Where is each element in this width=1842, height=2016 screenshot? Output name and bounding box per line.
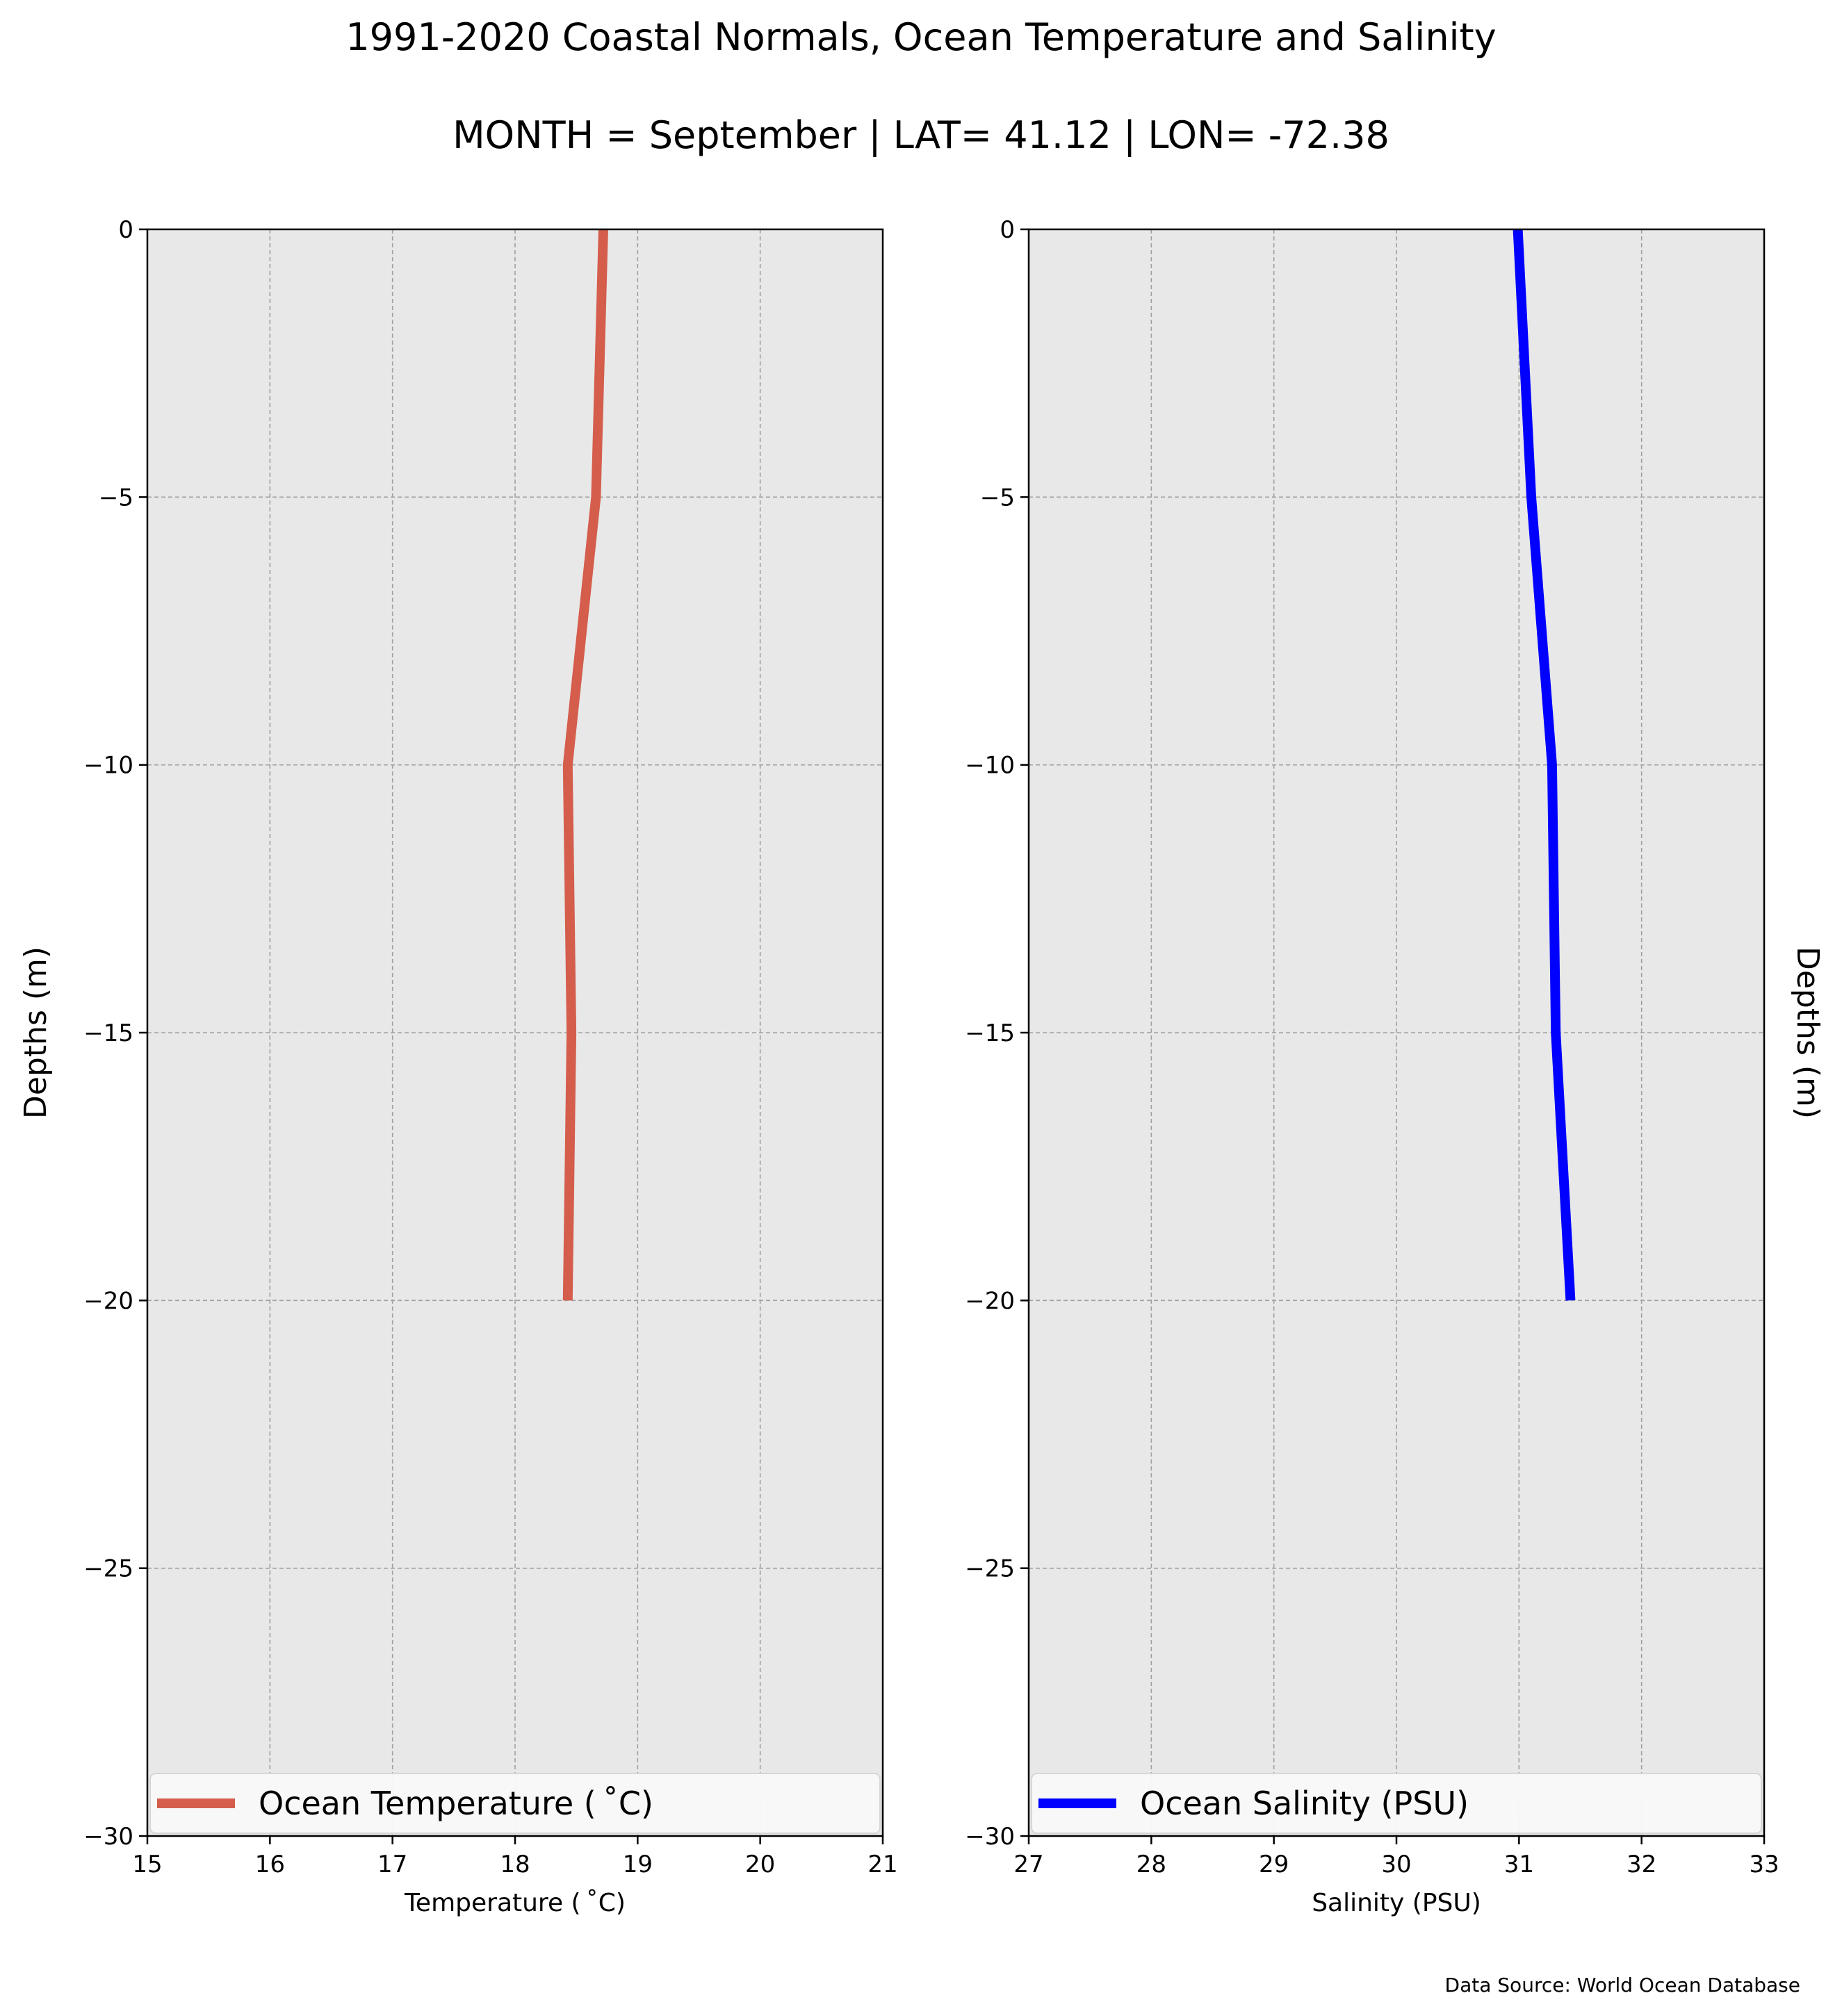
y-tick-label: −25 [965,1555,1015,1583]
y-tick-label: −30 [83,1823,133,1851]
panels-group: Ocean Temperature ( ˚C) 15 16 17 18 19 20 21 0 −5… [18,216,1825,1917]
x-tick-label: 15 [132,1851,162,1878]
y-tick-label: 0 [1000,216,1015,244]
y-tick-label: −10 [83,752,133,780]
x-tick-label: 28 [1136,1851,1166,1878]
y-tick-label: −25 [83,1555,133,1583]
y-tick-label: −20 [965,1287,1015,1315]
x-tick-label: 33 [1749,1851,1779,1878]
x-tick-label: 19 [623,1851,653,1878]
y-tick-label: −20 [83,1287,133,1315]
series-line [562,229,608,1301]
figure-title: 1991-2020 Coastal Normals, Ocean Tempera… [345,15,1496,59]
x-tick-label: 21 [867,1851,897,1878]
x-axis-label: Temperature ( ˚C) [404,1889,626,1917]
x-tick-label: 18 [500,1851,530,1878]
y-tick-label: −5 [980,484,1015,511]
chart-panel-1: Ocean Temperature ( ˚C) 15 16 17 18 19 20 21 0 −5… [18,216,898,1917]
x-tick-label: 32 [1627,1851,1656,1878]
chart-panel-2: Ocean Salinity (PSU) 27 28 29 30 31 32 33 0 −5 −10… [965,216,1825,1917]
y-tick-label: −15 [965,1019,1015,1047]
y-axis-label: Depths (m) [1790,946,1825,1119]
x-tick-label: 29 [1259,1851,1289,1878]
data-source-note: Data Source: World Ocean Database [1445,1974,1800,1997]
y-tick-label: −15 [83,1019,133,1047]
x-tick-label: 27 [1013,1851,1043,1878]
legend-label: Ocean Salinity (PSU) [1140,1785,1469,1822]
figure-subtitle: MONTH = September | LAT= 41.12 | LON= -7… [453,113,1389,157]
y-tick-label: −30 [965,1823,1015,1851]
x-tick-label: 16 [255,1851,285,1878]
legend-box [1031,1773,1762,1834]
x-tick-label: 31 [1504,1851,1534,1878]
legend-label: Ocean Temperature ( ˚C) [259,1785,653,1822]
legend-box [149,1773,881,1834]
y-tick-label: −5 [99,484,133,511]
y-tick-label: 0 [118,216,133,244]
y-axis-label: Depths (m) [18,946,54,1119]
y-tick-label: −10 [965,752,1015,780]
series-line [1513,229,1576,1301]
x-tick-label: 17 [377,1851,407,1878]
x-tick-label: 30 [1381,1851,1411,1878]
x-tick-label: 20 [745,1851,775,1878]
x-axis-label: Salinity (PSU) [1312,1889,1481,1917]
